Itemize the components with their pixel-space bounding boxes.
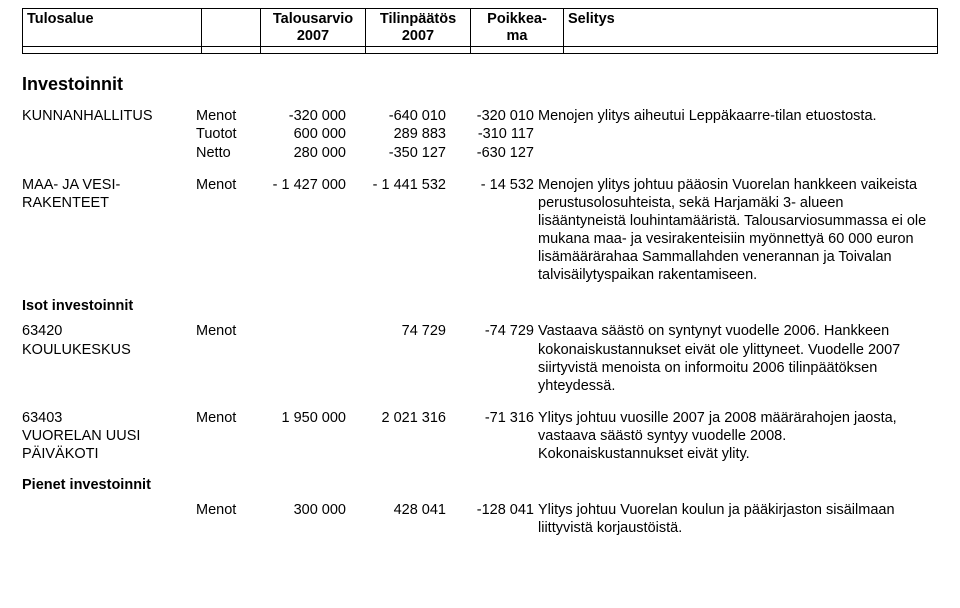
name-paivakoti: 63403 VUORELAN UUSI PÄIVÄKOTI <box>22 409 196 463</box>
kind: Tuotot <box>196 125 250 143</box>
hdr-diff-l1: Poikkea- <box>487 11 547 27</box>
diff: -74 729 <box>450 322 538 395</box>
hdr-selitys: Selitys <box>564 9 938 47</box>
name-pienet-blank <box>22 501 196 537</box>
section-isot: Isot investoinnit <box>22 298 938 314</box>
budget: - 1 427 000 <box>250 176 350 285</box>
row-maajavesi: MAA- JA VESI- RAKENTEET Menot - 1 427 00… <box>22 176 938 285</box>
budget: 300 000 <box>250 501 350 537</box>
name-l3: PÄIVÄKOTI <box>22 446 99 462</box>
hdr-tulosalue: Tulosalue <box>23 9 202 47</box>
row-koulukeskus: 63420 KOULUKESKUS Menot 74 729 -74 729 V… <box>22 322 938 395</box>
name-l2: RAKENTEET <box>22 195 109 211</box>
name-l2: KOULUKESKUS <box>22 342 131 358</box>
diff: -630 127 <box>450 144 538 162</box>
budget: 280 000 <box>250 144 350 162</box>
name-koulukeskus: 63420 KOULUKESKUS <box>22 322 196 395</box>
hdr-diff: Poikkea- ma <box>471 9 564 47</box>
section-pienet: Pienet investoinnit <box>22 477 938 493</box>
kind: Menot <box>196 176 250 285</box>
hdr-diff-l2: ma <box>507 28 528 44</box>
actual: -350 127 <box>350 144 450 162</box>
actual: 289 883 <box>350 125 450 143</box>
kind: Netto <box>196 144 250 162</box>
budget: 600 000 <box>250 125 350 143</box>
row-pienet: Menot 300 000 428 041 -128 041 Ylitys jo… <box>22 501 938 537</box>
name-l1: MAA- JA VESI- <box>22 177 120 193</box>
diff: - 14 532 <box>450 176 538 285</box>
name-maajavesi: MAA- JA VESI- RAKENTEET <box>22 176 196 285</box>
kind: Menot <box>196 409 250 463</box>
actual: - 1 441 532 <box>350 176 450 285</box>
hdr-blank <box>202 9 261 47</box>
diff: -128 041 <box>450 501 538 537</box>
hdr-budget-l2: 2007 <box>297 28 329 44</box>
actual: 428 041 <box>350 501 450 537</box>
desc: Vastaava säästö on syntynyt vuodelle 200… <box>538 322 938 395</box>
name-kunnanhallitus: KUNNANHALLITUS <box>22 107 196 125</box>
kind: Menot <box>196 107 250 125</box>
hdr-budget: Talousarvio 2007 <box>261 9 366 47</box>
name-l1: 63420 <box>22 323 62 339</box>
budget: -320 000 <box>250 107 350 125</box>
desc: Ylitys johtuu vuosille 2007 ja 2008 määr… <box>538 409 938 463</box>
kind: Menot <box>196 322 250 395</box>
actual: 2 021 316 <box>350 409 450 463</box>
diff: -310 117 <box>450 125 538 143</box>
hdr-actual: Tilinpäätös 2007 <box>366 9 471 47</box>
diff: -71 316 <box>450 409 538 463</box>
desc: Menojen ylitys aiheutui Leppäkaarre-tila… <box>538 107 938 161</box>
section-investoinnit: Investoinnit <box>22 74 938 95</box>
name-l2: VUORELAN UUSI <box>22 428 140 444</box>
budget: 1 950 000 <box>250 409 350 463</box>
actual: -640 010 <box>350 107 450 125</box>
diff: -320 010 <box>450 107 538 125</box>
header-table: Tulosalue Talousarvio 2007 Tilinpäätös 2… <box>22 8 938 54</box>
hdr-actual-l1: Tilinpäätös <box>380 11 456 27</box>
desc: Menojen ylitys johtuu pääosin Vuorelan h… <box>538 176 938 285</box>
budget <box>250 322 350 395</box>
name-l1: 63403 <box>22 410 62 426</box>
actual: 74 729 <box>350 322 450 395</box>
row-kunnanhallitus: KUNNANHALLITUS Menot -320 000 -640 010 -… <box>22 107 938 161</box>
row-paivakoti: 63403 VUORELAN UUSI PÄIVÄKOTI Menot 1 95… <box>22 409 938 463</box>
hdr-budget-l1: Talousarvio <box>273 11 353 27</box>
desc: Ylitys johtuu Vuorelan koulun ja pääkirj… <box>538 501 938 537</box>
hdr-actual-l2: 2007 <box>402 28 434 44</box>
kind: Menot <box>196 501 250 537</box>
